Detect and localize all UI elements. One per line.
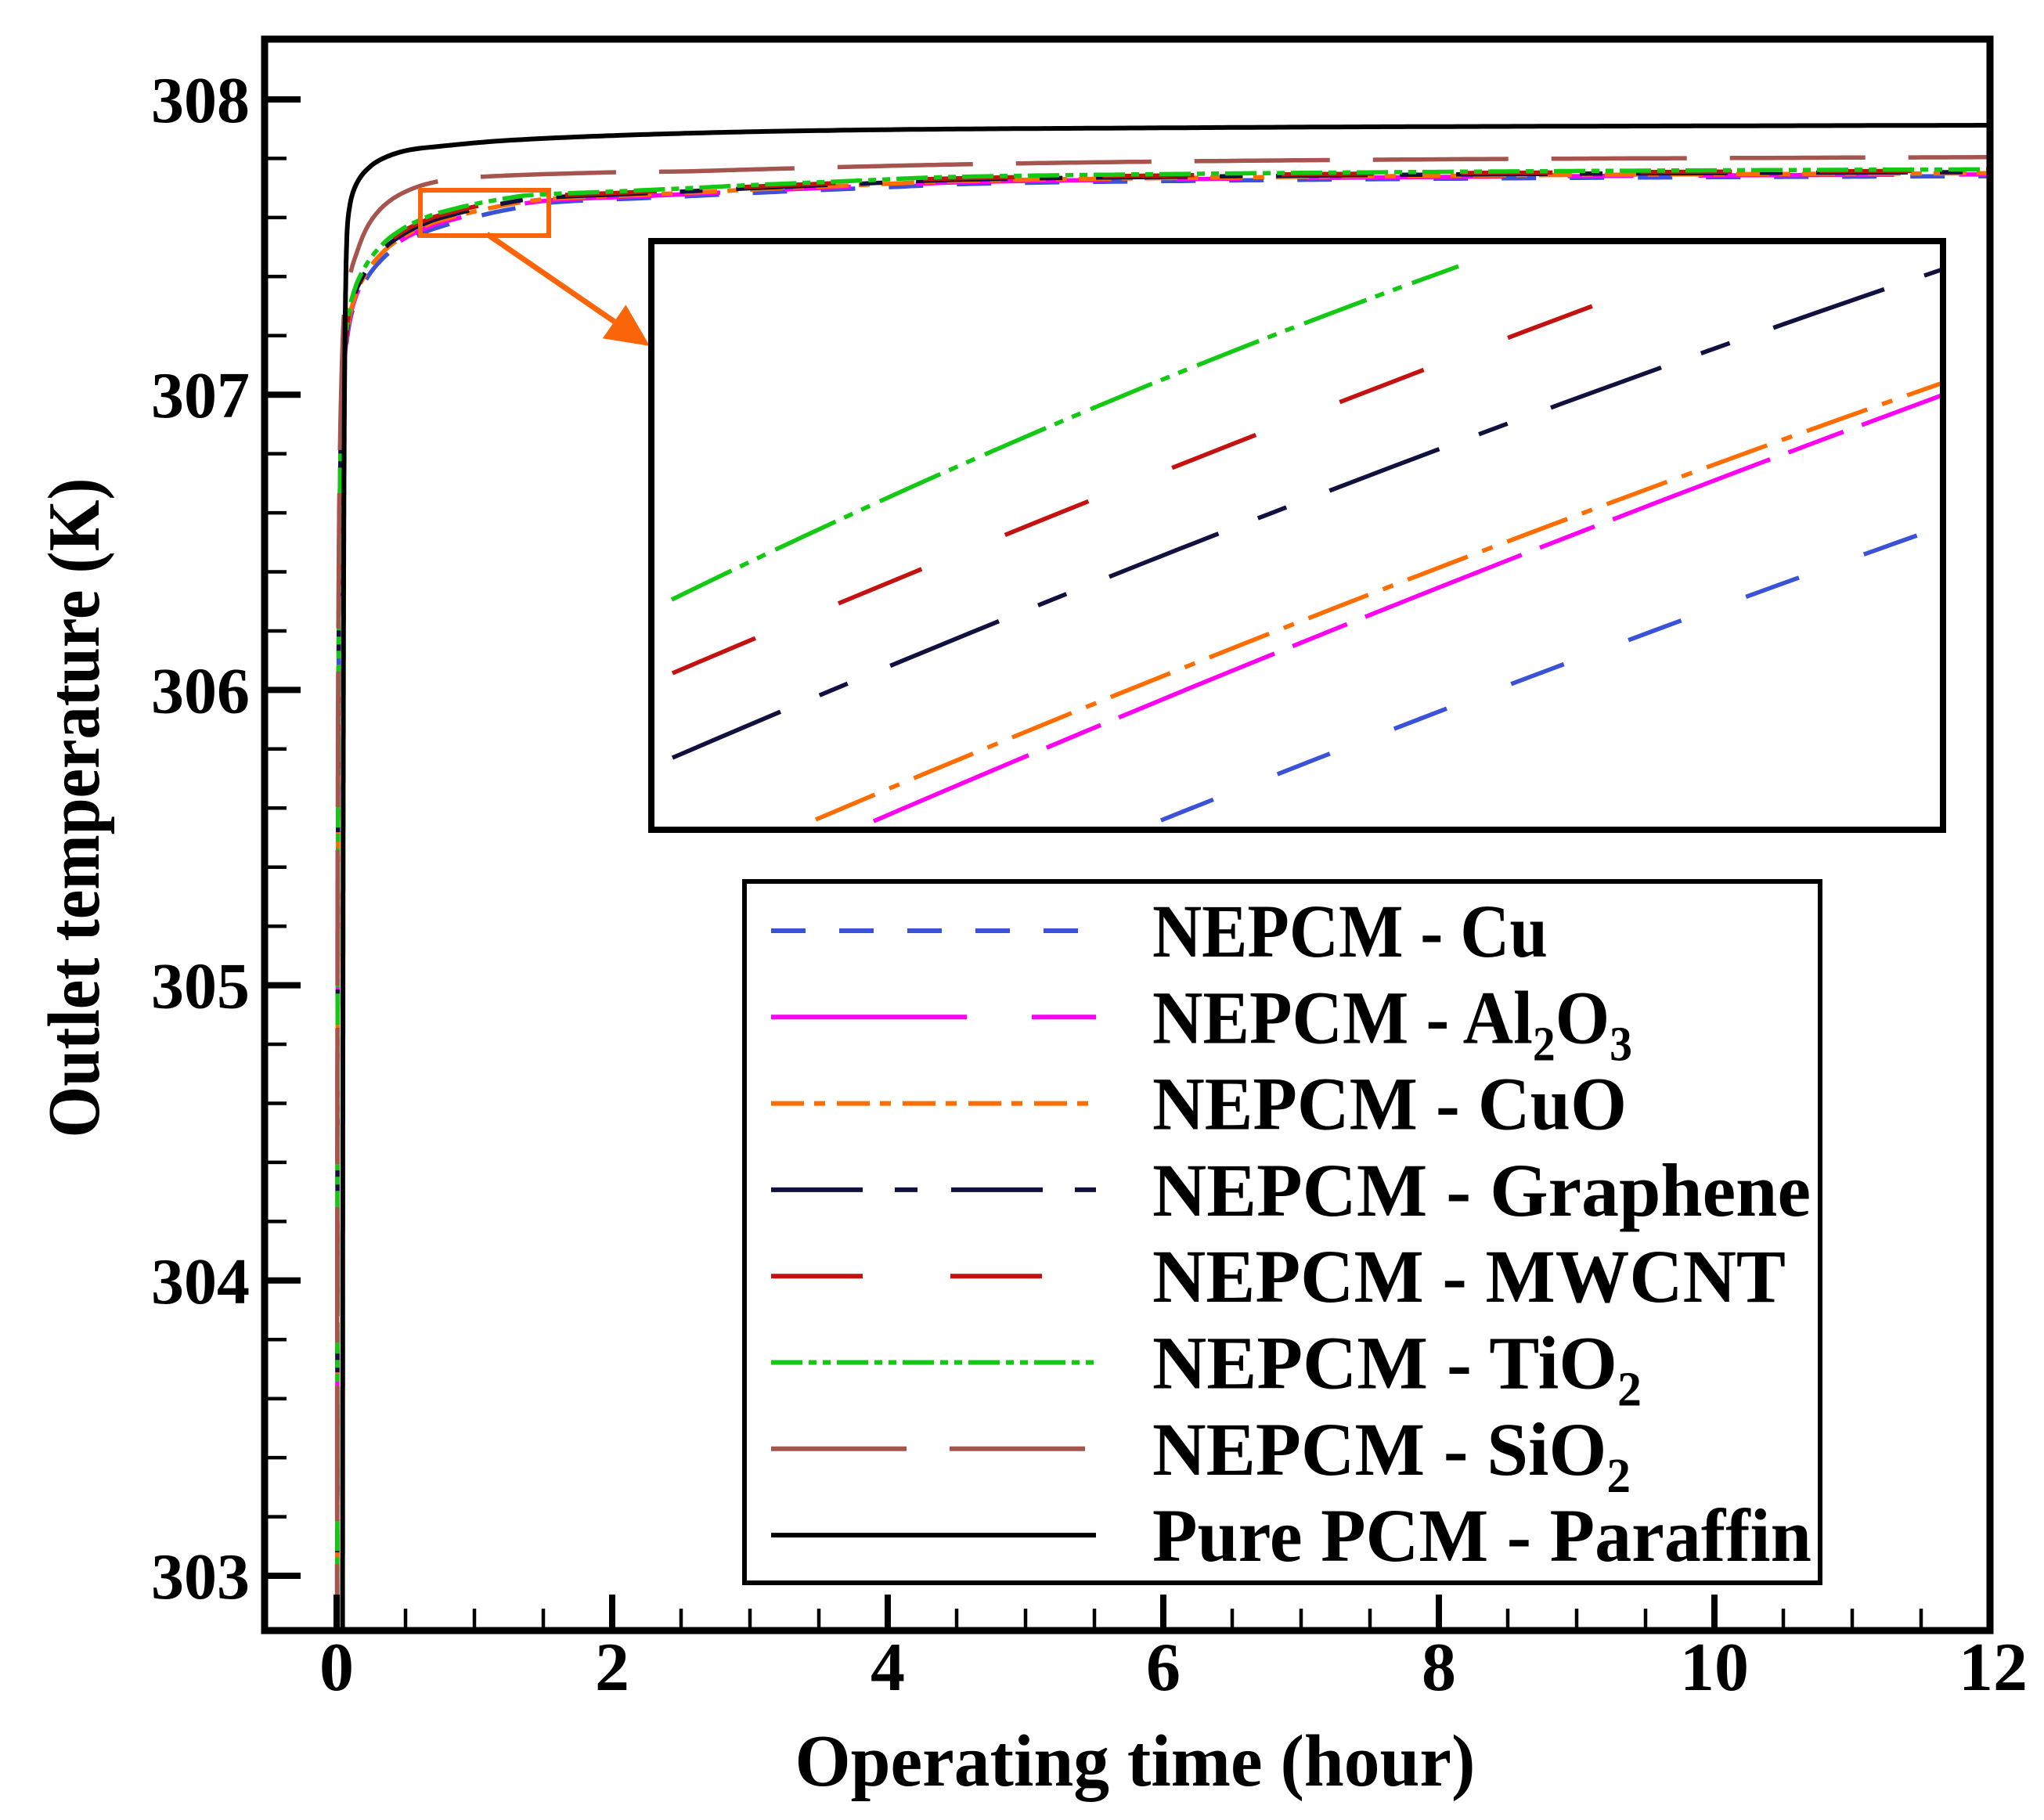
svg-text:10: 10 <box>1680 1630 1749 1706</box>
svg-text:4: 4 <box>871 1630 905 1706</box>
svg-text:Pure PCM - Paraffin: Pure PCM - Paraffin <box>1152 1494 1811 1577</box>
svg-text:8: 8 <box>1422 1630 1456 1706</box>
svg-text:NEPCM - SiO2: NEPCM - SiO2 <box>1152 1407 1631 1503</box>
svg-text:304: 304 <box>151 1245 250 1318</box>
svg-text:NEPCM - Al2O3: NEPCM - Al2O3 <box>1152 975 1632 1071</box>
svg-text:308: 308 <box>151 64 250 137</box>
svg-text:6: 6 <box>1146 1630 1181 1706</box>
svg-text:Operating time (hour): Operating time (hour) <box>795 1721 1476 1802</box>
svg-text:307: 307 <box>151 359 250 432</box>
svg-text:NEPCM - TiO2: NEPCM - TiO2 <box>1152 1321 1642 1417</box>
svg-text:0: 0 <box>319 1630 354 1706</box>
svg-text:NEPCM - Cu: NEPCM - Cu <box>1152 889 1548 973</box>
svg-text:NEPCM - Graphene: NEPCM - Graphene <box>1152 1148 1811 1232</box>
svg-text:12: 12 <box>1959 1630 2028 1706</box>
svg-text:2: 2 <box>595 1630 629 1706</box>
svg-text:NEPCM - MWCNT: NEPCM - MWCNT <box>1152 1234 1786 1318</box>
svg-text:Outlet temperature (K): Outlet temperature (K) <box>34 478 115 1138</box>
svg-text:303: 303 <box>151 1541 250 1613</box>
svg-text:306: 306 <box>151 654 250 727</box>
svg-text:305: 305 <box>151 950 250 1023</box>
svg-text:NEPCM - CuO: NEPCM - CuO <box>1152 1062 1627 1146</box>
